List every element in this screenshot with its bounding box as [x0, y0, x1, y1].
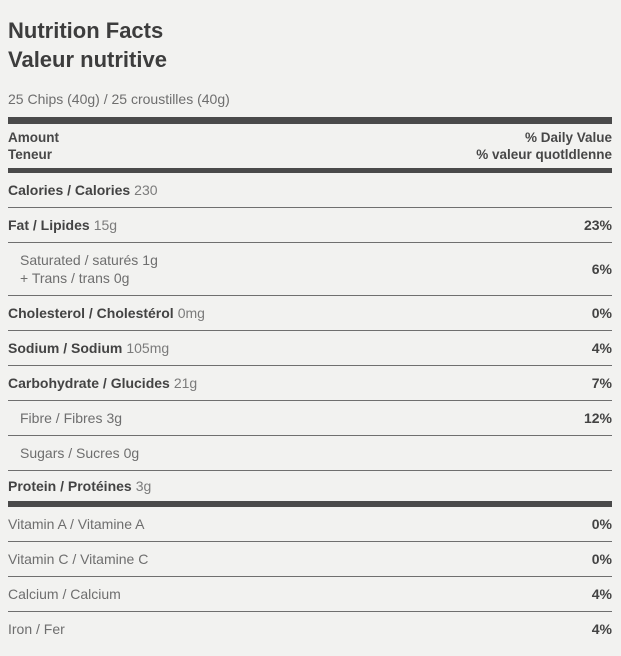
sugars-label: Sugars / Sucres	[20, 445, 120, 461]
trans-line: + Trans / trans 0g	[20, 269, 158, 287]
row-fat: Fat / Lipides 15g 23%	[8, 208, 612, 243]
divider-bar-vitamins	[8, 501, 612, 507]
amount-header-en: Amount	[8, 130, 59, 145]
row-vitamin-c: Vitamin C / Vitamine C 0%	[8, 542, 612, 577]
calories-label: Calories / Calories	[8, 182, 131, 198]
row-sodium: Sodium / Sodium 105mg 4%	[8, 331, 612, 366]
vitamin-a-label: Vitamin A / Vitamine A	[8, 516, 145, 532]
fibre-label: Fibre / Fibres	[20, 410, 103, 426]
calcium-label-group: Calcium / Calcium	[8, 585, 121, 603]
fibre-value: 3g	[106, 410, 123, 426]
cholesterol-label: Cholesterol / Cholestérol	[8, 305, 174, 321]
carbohydrate-daily-value: 7%	[591, 375, 612, 391]
iron-label-group: Iron / Fer	[8, 620, 65, 638]
fat-daily-value: 23%	[583, 217, 612, 233]
iron-label: Iron / Fer	[8, 621, 65, 637]
row-calories: Calories / Calories 230	[8, 173, 612, 208]
calcium-label: Calcium / Calcium	[8, 586, 121, 602]
row-saturated-trans: Saturated / saturés 1g + Trans / trans 0g …	[8, 243, 612, 296]
cholesterol-daily-value: 0%	[591, 305, 612, 321]
title-french: Valeur nutritive	[8, 47, 167, 72]
column-header: Amount Teneur % Daily Value % valeur quo…	[8, 124, 612, 168]
daily-value-header-en: % Daily Value	[524, 130, 612, 145]
amount-header-fr: Teneur	[8, 147, 53, 162]
sodium-label: Sodium / Sodium	[8, 340, 123, 356]
row-calcium: Calcium / Calcium 4%	[8, 577, 612, 612]
sodium-value: 105mg	[126, 340, 170, 356]
saturated-trans-daily-value: 6%	[591, 261, 612, 277]
row-vitamin-a: Vitamin A / Vitamine A 0%	[8, 507, 612, 542]
vitamin-a-label-group: Vitamin A / Vitamine A	[8, 515, 144, 533]
vitamin-c-label-group: Vitamin C / Vitamine C	[8, 550, 148, 568]
vitamin-c-label: Vitamin C / Vitamine C	[8, 551, 149, 567]
carbohydrate-label-group: Carbohydrate / Glucides 21g	[8, 374, 197, 392]
daily-value-header: % Daily Value % valeur quotldlenne	[476, 129, 612, 163]
divider-bar-header	[8, 168, 612, 173]
row-sugars: Sugars / Sucres 0g	[8, 436, 612, 471]
divider-bar-top	[8, 117, 612, 124]
row-iron: Iron / Fer 4%	[8, 612, 612, 646]
row-cholesterol: Cholesterol / Cholestérol 0mg 0%	[8, 296, 612, 331]
serving-size: 25 Chips (40g) / 25 croustilles (40g)	[8, 91, 230, 107]
iron-daily-value: 4%	[591, 621, 612, 637]
vitamin-c-daily-value: 0%	[591, 551, 612, 567]
protein-label: Protein / Protéines	[8, 478, 132, 494]
row-carbohydrate: Carbohydrate / Glucides 21g 7%	[8, 366, 612, 401]
carbohydrate-label: Carbohydrate / Glucides	[8, 375, 170, 391]
title-english: Nutrition Facts	[8, 18, 164, 43]
trans-value: 0g	[113, 270, 130, 286]
calories-value: 230	[134, 182, 158, 198]
cholesterol-label-group: Cholesterol / Cholestérol 0mg	[8, 304, 205, 322]
calcium-daily-value: 4%	[591, 586, 612, 602]
sodium-daily-value: 4%	[591, 340, 612, 356]
sugars-label-group: Sugars / Sucres 0g	[8, 444, 139, 462]
carbohydrate-value: 21g	[173, 375, 198, 391]
saturated-label: Saturated / saturés	[20, 252, 139, 268]
fat-label: Fat / Lipides	[8, 217, 90, 233]
saturated-value: 1g	[142, 252, 158, 268]
saturated-line: Saturated / saturés 1g	[20, 251, 158, 269]
vitamin-a-daily-value: 0%	[591, 516, 612, 532]
cholesterol-value: 0mg	[177, 305, 205, 321]
calories-label-group: Calories / Calories 230	[8, 181, 158, 199]
fat-value: 15g	[93, 217, 118, 233]
fat-label-group: Fat / Lipides 15g	[8, 216, 117, 234]
trans-label: + Trans / trans	[20, 270, 110, 286]
daily-value-header-fr: % valeur quotldlenne	[476, 147, 612, 162]
fibre-label-group: Fibre / Fibres 3g	[8, 409, 122, 427]
protein-value: 3g	[135, 478, 152, 494]
protein-label-group: Protein / Protéines 3g	[8, 477, 151, 495]
fibre-daily-value: 12%	[583, 410, 612, 426]
row-protein: Protein / Protéines 3g	[8, 471, 612, 501]
row-fibre: Fibre / Fibres 3g 12%	[8, 401, 612, 436]
sugars-value: 0g	[123, 445, 140, 461]
amount-header: Amount Teneur	[8, 129, 59, 163]
saturated-trans-label-group: Saturated / saturés 1g + Trans / trans 0g	[8, 251, 158, 287]
sodium-label-group: Sodium / Sodium 105mg	[8, 339, 169, 357]
